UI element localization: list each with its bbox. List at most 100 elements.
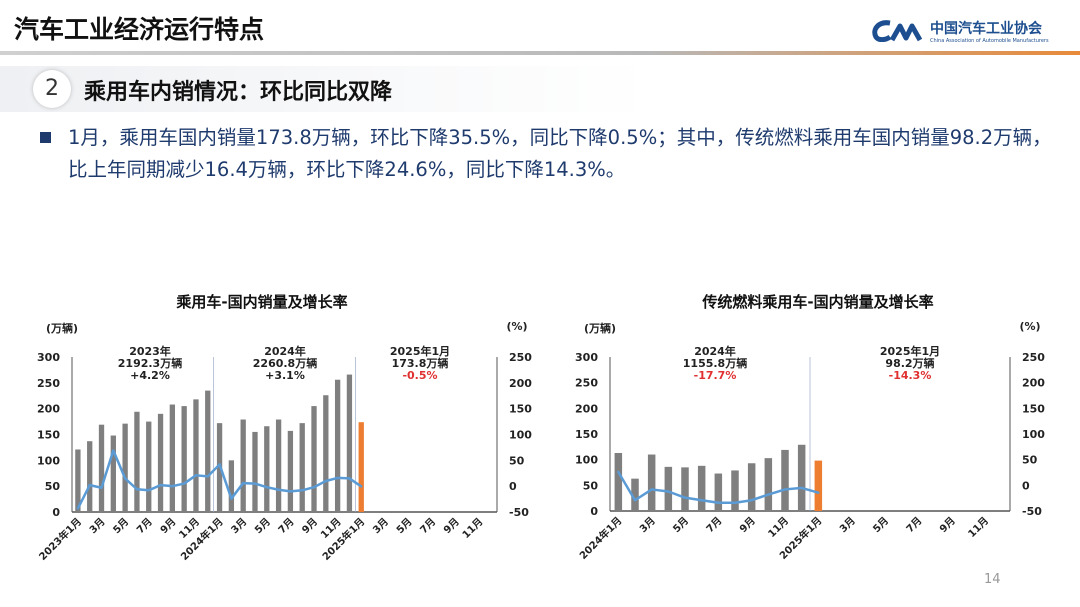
bar bbox=[311, 406, 317, 512]
x-tick-label: 5月 bbox=[871, 515, 891, 535]
bar bbox=[287, 430, 294, 512]
x-tick-label: 7月 bbox=[134, 516, 154, 536]
section-title: 乘用车内销情况：环比同比双降 bbox=[84, 80, 393, 105]
y-tick-left: 50 bbox=[45, 480, 61, 493]
x-tick-label: 9月 bbox=[441, 516, 461, 536]
caam-logo-icon bbox=[872, 20, 923, 42]
period-annotation: 2025年1月 bbox=[880, 344, 940, 358]
bar bbox=[647, 454, 656, 511]
period-annotation: -0.5% bbox=[402, 369, 437, 382]
y-tick-right: 200 bbox=[1022, 377, 1045, 390]
x-tick-label: 3月 bbox=[637, 515, 657, 535]
x-tick-label: 5月 bbox=[394, 516, 414, 536]
page-number: 14 bbox=[984, 572, 1001, 587]
bar bbox=[275, 419, 282, 512]
growth-rate-point bbox=[617, 470, 620, 474]
bar bbox=[87, 441, 93, 512]
growth-rate-point bbox=[717, 501, 720, 504]
growth-rate-point bbox=[800, 486, 803, 490]
bullet-text: 1月，乘用车国内销量173.8万辆，环比下降35.5%，同比下降0.5%；其中，… bbox=[68, 126, 1052, 181]
y-tick-left: 300 bbox=[37, 351, 60, 364]
y-tick-right: 200 bbox=[509, 377, 532, 390]
section-number: 2 bbox=[33, 70, 71, 108]
logo-text-en: China Association of Automobile Manufact… bbox=[930, 38, 1049, 44]
growth-rate-point bbox=[218, 463, 221, 466]
y-tick-right: 150 bbox=[509, 403, 532, 416]
period-annotation: +4.2% bbox=[130, 369, 170, 382]
x-tick-label: 3月 bbox=[837, 515, 857, 535]
x-tick-label: 9月 bbox=[158, 516, 178, 536]
x-tick-label: 9月 bbox=[937, 515, 957, 535]
growth-rate-point bbox=[241, 481, 245, 485]
growth-rate-point bbox=[324, 479, 328, 483]
x-tick-label: 5月 bbox=[252, 516, 272, 536]
bar bbox=[169, 404, 176, 512]
x-tick-label: 3月 bbox=[370, 516, 390, 536]
y-tick-right: 0 bbox=[509, 480, 517, 493]
bar bbox=[228, 460, 235, 512]
growth-rate-point bbox=[767, 493, 770, 496]
y-tick-left: 300 bbox=[575, 351, 598, 364]
y-tick-right: 250 bbox=[1022, 351, 1045, 364]
bar bbox=[614, 452, 623, 511]
logo-text-cn: 中国汽车工业协会 bbox=[930, 21, 1042, 37]
growth-rate-point bbox=[360, 485, 363, 488]
bar bbox=[205, 390, 211, 512]
growth-rate-point bbox=[147, 489, 150, 492]
y-tick-left: 50 bbox=[583, 479, 599, 492]
slide-title: 汽车工业经济运行特点 bbox=[14, 15, 265, 44]
y-tick-left: 100 bbox=[37, 454, 60, 467]
chart-title: 传统燃料乘用车-国内销量及增长率 bbox=[701, 293, 933, 311]
growth-rate-point bbox=[783, 488, 787, 491]
bar bbox=[122, 423, 128, 512]
growth-rate-point bbox=[206, 475, 209, 478]
growth-rate-point bbox=[700, 499, 703, 502]
growth-rate-point bbox=[348, 477, 351, 480]
y-tick-left: 200 bbox=[575, 402, 598, 415]
bar bbox=[134, 411, 140, 512]
growth-rate-point bbox=[750, 499, 753, 502]
y-tick-left: 0 bbox=[590, 505, 598, 518]
y-tick-right: 50 bbox=[1022, 454, 1038, 467]
period-annotation: 1155.8万辆 bbox=[683, 356, 747, 370]
bar bbox=[193, 399, 199, 512]
period-annotation: -17.7% bbox=[694, 369, 737, 382]
y-tick-left: 150 bbox=[37, 429, 60, 442]
growth-rate-point bbox=[277, 488, 280, 491]
growth-rate-point bbox=[733, 501, 737, 504]
period-annotation: 2260.8万辆 bbox=[253, 356, 317, 370]
growth-rate-point bbox=[194, 474, 198, 477]
y-tick-right: -50 bbox=[1022, 505, 1042, 518]
x-tick-label: 5月 bbox=[671, 515, 691, 535]
y-tick-left: 250 bbox=[37, 377, 60, 390]
growth-rate-point bbox=[683, 496, 687, 499]
x-tick-label: 7月 bbox=[904, 515, 924, 535]
growth-rate-point bbox=[265, 486, 268, 489]
chart-fuel-passenger-car-sales: 传统燃料乘用车-国内销量及增长率 (万辆) (%) 300 250 200 150 100 50… bbox=[575, 293, 1045, 562]
growth-rate-point bbox=[650, 488, 653, 491]
bar bbox=[98, 424, 105, 512]
growth-rate-point bbox=[230, 497, 233, 500]
growth-rate-point bbox=[633, 499, 637, 502]
y-tick-left: 150 bbox=[575, 428, 598, 441]
bar bbox=[781, 449, 789, 511]
x-tick-label: 9月 bbox=[300, 516, 320, 536]
x-tick-label: 7月 bbox=[418, 516, 438, 536]
period-annotation: 98.2万辆 bbox=[885, 356, 934, 370]
x-tick-label: 7月 bbox=[704, 515, 724, 535]
period-annotation: 173.8万辆 bbox=[392, 356, 449, 370]
growth-rate-point bbox=[171, 484, 174, 488]
bullet-square-icon bbox=[40, 132, 51, 143]
bar bbox=[299, 423, 305, 512]
period-annotation: 2024年 bbox=[264, 344, 306, 358]
bar bbox=[631, 478, 639, 511]
growth-rate-point bbox=[312, 486, 316, 489]
x-tick-label: 7月 bbox=[276, 516, 296, 536]
x-tick-label: 9月 bbox=[737, 515, 757, 535]
bar bbox=[157, 413, 164, 512]
y-tick-left: 100 bbox=[575, 454, 598, 467]
y-axis-left-label: (万辆) bbox=[46, 321, 78, 335]
bar bbox=[323, 395, 329, 512]
bar bbox=[334, 379, 341, 512]
x-tick-label: 2023年1月 bbox=[36, 515, 84, 563]
